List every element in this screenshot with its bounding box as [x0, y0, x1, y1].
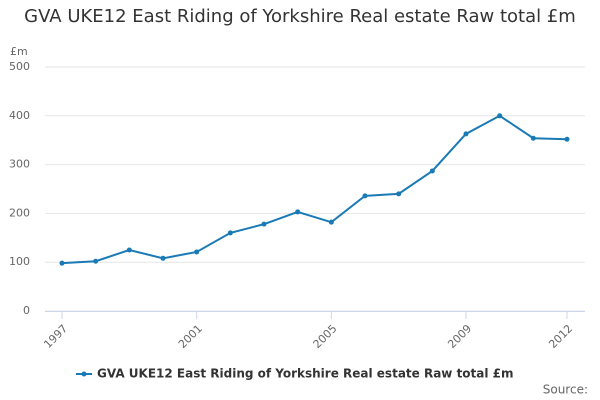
x-tick-label: 2012	[546, 322, 575, 351]
data-point	[530, 135, 536, 141]
data-point	[396, 191, 402, 197]
data-point	[429, 168, 435, 174]
y-tick-label: 300	[9, 158, 30, 171]
y-tick-label: 400	[9, 109, 30, 122]
data-point	[497, 113, 503, 119]
data-point	[564, 136, 570, 142]
data-point	[59, 260, 65, 266]
data-point	[261, 221, 267, 227]
x-tick-label: 1997	[41, 322, 70, 351]
data-point	[295, 209, 301, 215]
y-tick-label: 200	[9, 206, 30, 219]
data-point	[160, 255, 166, 261]
series-line	[61, 114, 568, 265]
data-point	[328, 219, 334, 225]
y-tick-label: 100	[9, 255, 30, 268]
data-point	[463, 131, 469, 137]
legend-label: GVA UKE12 East Riding of Yorkshire Real …	[97, 367, 514, 381]
chart-title: GVA UKE12 East Riding of Yorkshire Real …	[24, 6, 576, 27]
x-tick-label: 2009	[445, 322, 474, 351]
data-point	[93, 258, 99, 264]
data-point	[194, 249, 200, 255]
y-tick-label: 0	[23, 304, 30, 317]
y-tick-label: 500	[9, 60, 30, 73]
legend-marker	[81, 371, 87, 377]
x-tick-label: 2005	[311, 322, 340, 351]
y-axis-label: £m	[10, 45, 28, 58]
data-point	[362, 193, 368, 199]
source: Source:	[543, 383, 588, 397]
data-point	[126, 247, 132, 253]
x-tick-label: 2001	[176, 322, 205, 351]
data-point	[227, 230, 233, 236]
